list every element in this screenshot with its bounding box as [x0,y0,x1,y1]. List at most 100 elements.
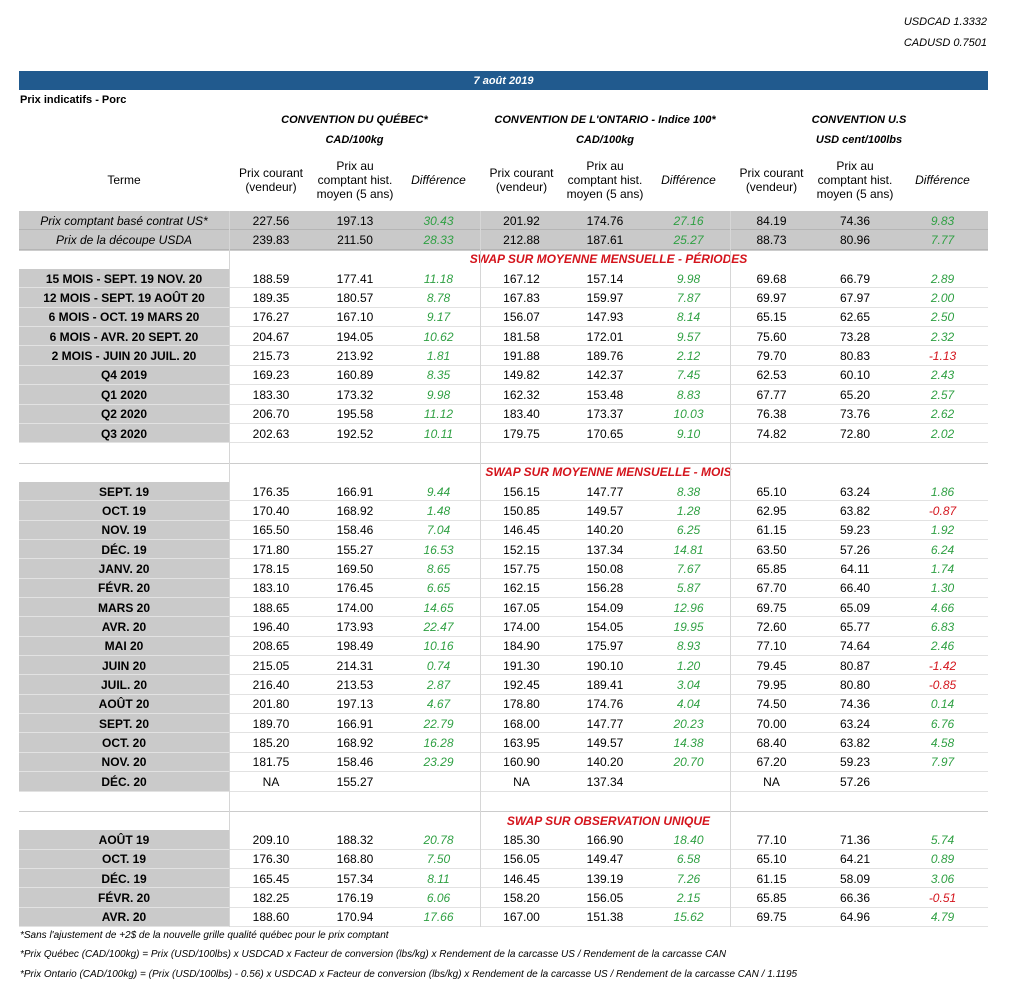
cell: 62.53 [756,368,787,383]
cell: 8.78 [426,291,451,306]
cell: 1.28 [676,503,701,518]
cell: 74.64 [839,639,871,654]
cell: 63.82 [839,503,871,518]
cell: 1.86 [930,484,955,499]
row-line [19,558,988,560]
cell: 7.45 [676,368,701,383]
cell: 183.30 [252,387,290,402]
cell: 185.30 [503,832,540,847]
cell: 146.45 [503,523,540,538]
cell: 6.24 [930,542,955,557]
label-bg [19,404,229,424]
cell: 80.96 [839,233,871,248]
cell: 3.06 [930,871,955,886]
cell: 74.36 [839,213,871,228]
cell: 8.38 [676,484,701,499]
row-label: DÉC. 19 [101,871,147,886]
row-label: 6 MOIS - OCT. 19 MARS 20 [48,310,200,325]
cell: 63.50 [756,542,787,557]
cell: 214.31 [336,658,374,673]
cell: 178.80 [503,697,540,712]
row-line [19,248,988,250]
row-bg [19,211,988,231]
cell: 176.19 [336,890,374,905]
row-line [19,326,988,328]
section-title: SWAP SUR MOYENNE MENSUELLE - PÉRIODES [469,252,748,267]
cell: -0.87 [928,503,957,518]
cell: 216.40 [252,678,290,693]
column-header: Différence [915,173,970,187]
cell: 181.75 [252,755,290,770]
cell: 165.45 [252,871,290,886]
label-bg [19,888,229,908]
column-header: Prix courant (vendeur) [739,166,804,194]
cell: 65.09 [839,600,871,615]
cell: 209.10 [252,832,290,847]
cell: 10.16 [423,639,454,654]
cell: 5.87 [676,581,701,596]
cell: 168.80 [336,852,374,867]
label-bg [19,307,229,328]
cell: 165.50 [252,523,290,538]
cell: 170.40 [252,503,290,518]
cell: 160.89 [336,368,374,383]
cell: 18.40 [673,832,704,847]
cell: 7.87 [676,291,701,306]
cell: 2.89 [930,271,955,286]
cell: 2.57 [930,387,955,402]
cell: 170.65 [586,426,624,441]
cell: 1.81 [426,349,451,364]
cell: 162.15 [503,581,540,596]
cell: 182.25 [252,890,290,905]
row-line [19,616,988,618]
cell: 150.85 [503,503,540,518]
cell: 158.20 [503,890,540,905]
cell: 156.28 [586,581,624,596]
cell: 159.97 [586,291,624,306]
footnote: *Sans l'ajustement de +2$ de la nouvelle… [20,930,389,941]
label-bg [19,830,229,850]
cell: 20.23 [673,716,704,731]
cell: 162.32 [503,387,540,402]
cell: 79.45 [756,658,787,673]
row-label: AVR. 20 [101,620,147,635]
cell: 65.20 [839,387,871,402]
cell: -0.51 [928,890,957,905]
cell: 178.15 [252,561,290,576]
cell: 0.89 [930,852,955,867]
column-header: Prix courant (vendeur) [238,166,304,194]
cell: 63.24 [839,716,871,731]
cell: 173.32 [336,387,374,402]
cell: 167.12 [503,271,540,286]
cell: 10.03 [673,407,704,422]
cell: 14.38 [673,736,704,751]
cell: 1.20 [676,658,701,673]
cell: 7.04 [426,523,451,538]
row-line [19,751,988,753]
cell: 88.73 [756,233,787,248]
row-line [19,848,988,850]
cell: 187.61 [586,233,624,248]
cadusd: CADUSD 0.7501 [903,37,987,49]
cell: 57.26 [839,542,871,557]
cell: 157.34 [336,871,374,886]
convention-name: CONVENTION U.S [811,114,907,126]
cell: NA [262,774,280,789]
cell: 2.87 [426,678,451,693]
cell: 63.24 [839,484,871,499]
cell: 158.46 [336,755,374,770]
group-separator [730,211,731,927]
cell: 9.10 [676,426,701,441]
label-bg [19,423,229,444]
cell: 20.70 [673,755,704,770]
cell: 188.59 [252,271,290,286]
cell: 169.50 [336,561,374,576]
cell: 69.75 [756,910,787,925]
label-bg [19,636,229,657]
row-label: Q3 2020 [100,426,148,441]
cell: 142.37 [586,368,624,383]
label-bg [19,675,229,695]
cell: 167.05 [503,600,540,615]
cell: 2.00 [930,291,955,306]
cell: 239.83 [252,233,290,248]
